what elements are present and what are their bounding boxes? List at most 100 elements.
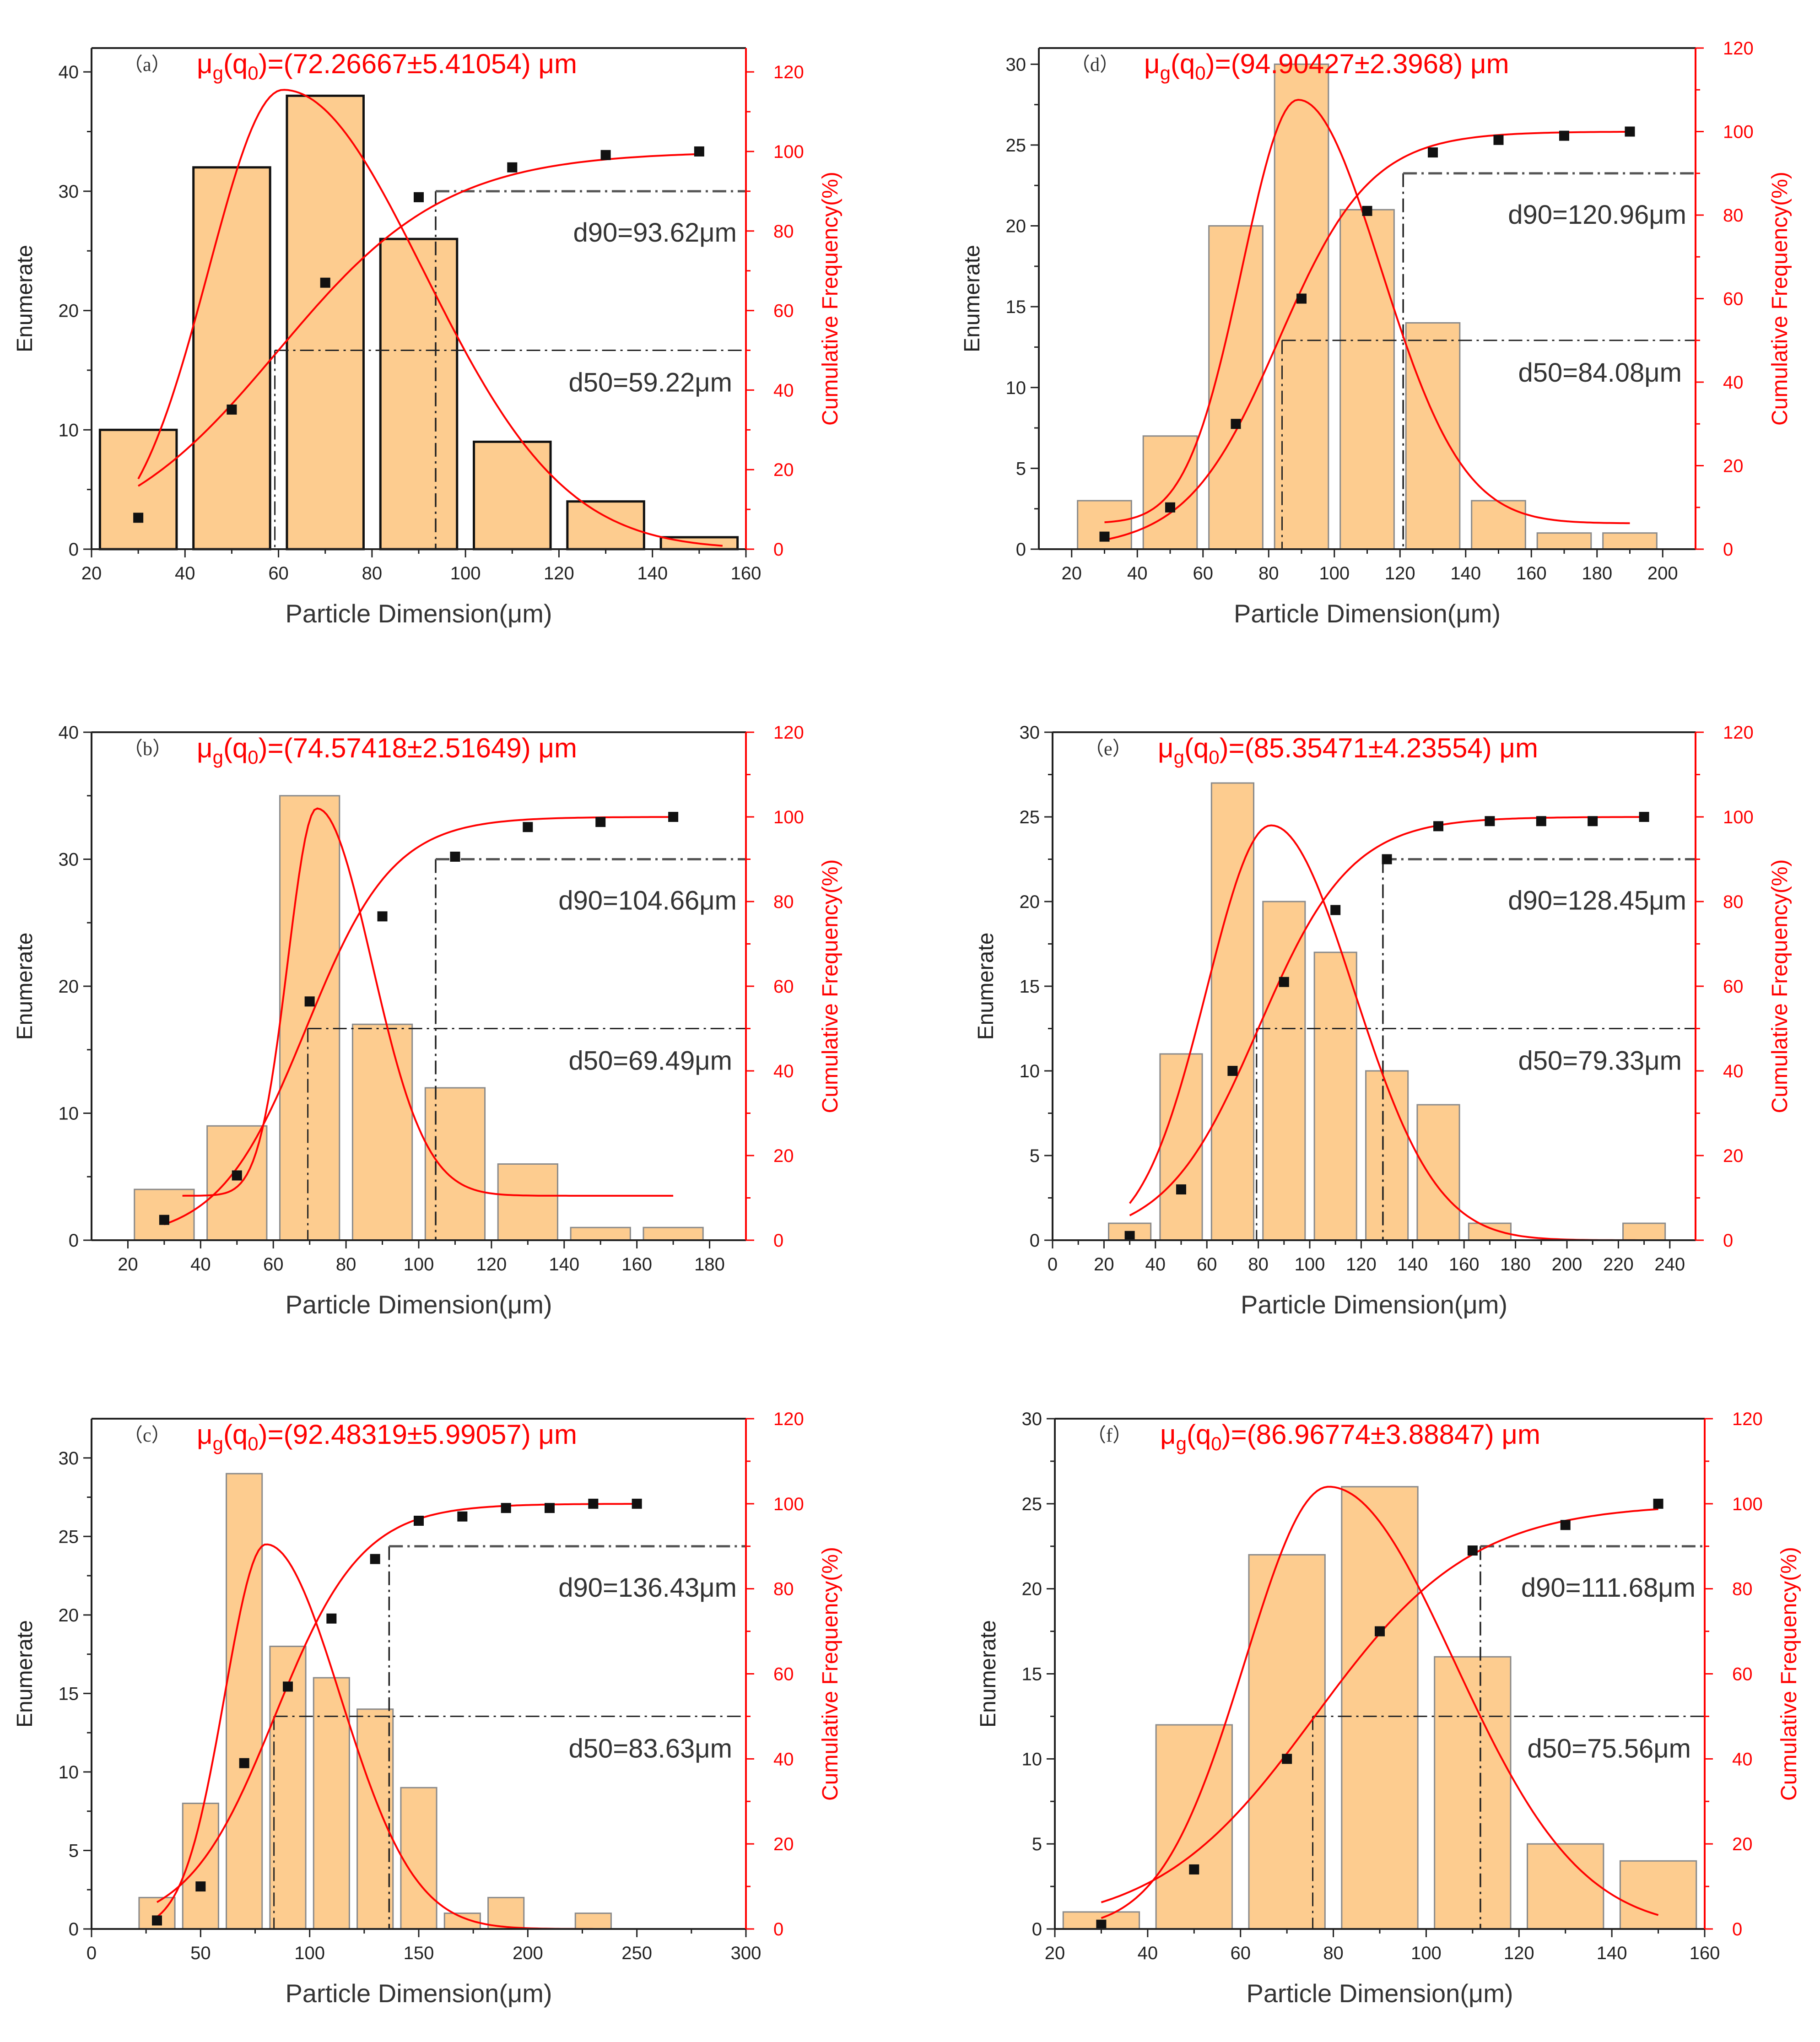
y2-tick-label: 20 — [1723, 1146, 1744, 1166]
panel-b: 20 40 60 80 100 120 140 160 180 0 10 20 30 40 0 20 40 60 8… — [13, 723, 842, 1319]
cumulative-point — [1493, 135, 1504, 145]
y-tick-label: 20 — [59, 977, 79, 997]
y-tick-label: 15 — [59, 1684, 79, 1704]
d90-label: d90=111.68μm — [1521, 1573, 1696, 1603]
x-tick-label: 200 — [1552, 1254, 1582, 1275]
y-tick-label: 30 — [1006, 54, 1026, 75]
y2-tick-label: 0 — [773, 1231, 783, 1251]
y2-tick-label: 60 — [773, 1664, 794, 1685]
cumulative-fit-curve — [1129, 816, 1644, 1216]
y-axis-title: Enumerate — [974, 933, 998, 1040]
x-axis-title: Particle Dimension(μm) — [1246, 1979, 1513, 2008]
y-axis-title: Enumerate — [13, 933, 37, 1040]
y2-tick-label: 100 — [1723, 807, 1754, 827]
histogram-bar — [313, 1677, 350, 1930]
panel-d: 20 40 60 80 100 120 140 160 180 200 0 5 10 15 20 25 30 0 2… — [960, 38, 1792, 628]
x-tick-label: 60 — [268, 563, 289, 583]
mean-size-annotation: μg(q0)=(74.57418±2.51649) μm — [197, 733, 577, 768]
y2-tick-label: 20 — [1732, 1834, 1753, 1854]
histogram-bar — [1527, 1843, 1604, 1930]
y-tick-label: 0 — [69, 1231, 79, 1251]
cumulative-point — [507, 162, 518, 173]
x-tick-label: 150 — [404, 1943, 434, 1963]
x-tick-label: 20 — [1094, 1254, 1114, 1275]
x-tick-label: 100 — [1411, 1943, 1442, 1963]
y-axis-title: Enumerate — [13, 245, 37, 352]
panel-letter: （d） — [1071, 54, 1119, 76]
histogram-bar — [1155, 1724, 1233, 1930]
panel-letter: （b） — [124, 739, 172, 760]
y-tick-label: 10 — [1020, 1061, 1040, 1081]
x-tick-label: 20 — [1062, 563, 1082, 583]
cumulative-point — [227, 404, 237, 415]
y2-tick-label: 120 — [1732, 1409, 1763, 1429]
x-tick-label: 80 — [336, 1254, 356, 1275]
cumulative-point — [668, 812, 679, 822]
y-tick-label: 30 — [59, 1448, 79, 1469]
x-tick-label: 80 — [1323, 1943, 1344, 1963]
x-tick-label: 240 — [1654, 1254, 1685, 1275]
x-tick-label: 0 — [86, 1943, 97, 1963]
x-tick-label: 20 — [118, 1254, 138, 1275]
distribution-fit-curve — [1129, 824, 1644, 1241]
cumulative-point — [283, 1681, 293, 1692]
y2-tick-label: 40 — [1723, 1061, 1744, 1081]
histogram-bar — [356, 1708, 394, 1930]
y-axis-title: Enumerate — [960, 245, 984, 352]
cumulative-point — [501, 1503, 511, 1513]
x-tick-label: 20 — [81, 563, 102, 583]
cumulative-point — [1639, 812, 1649, 822]
y2-axis-title: Cumulative Frequency(%) — [1768, 859, 1792, 1113]
cumulative-point — [377, 911, 388, 922]
y-tick-label: 40 — [59, 62, 79, 82]
cumulative-point — [1382, 854, 1392, 864]
x-axis-title: Particle Dimension(μm) — [1241, 1290, 1507, 1319]
x-tick-label: 100 — [450, 563, 481, 583]
cumulative-point — [1362, 205, 1372, 216]
x-tick-label: 100 — [404, 1254, 434, 1275]
mean-size-annotation: μg(q0)=(86.96774±3.88847) μm — [1160, 1419, 1540, 1454]
d50-label: d50=79.33μm — [1518, 1046, 1682, 1076]
x-tick-label: 120 — [1346, 1254, 1377, 1275]
x-tick-label: 120 — [1385, 563, 1415, 583]
y2-tick-label: 40 — [773, 1061, 794, 1081]
histogram-bar — [1619, 1860, 1697, 1930]
histogram-bar — [226, 1473, 263, 1930]
panel-letter: （f） — [1087, 1425, 1132, 1446]
y-tick-label: 0 — [1016, 540, 1026, 560]
x-axis-title: Particle Dimension(μm) — [1234, 599, 1501, 628]
d90-label: d90=93.62μm — [573, 218, 737, 248]
y-tick-label: 0 — [69, 1919, 79, 1939]
histogram-bar — [1274, 63, 1329, 550]
y-tick-label: 10 — [59, 1762, 79, 1783]
histogram-bar — [1405, 322, 1461, 550]
y2-tick-label: 100 — [773, 1494, 804, 1514]
y2-tick-label: 0 — [773, 1919, 783, 1939]
y2-tick-label: 120 — [773, 1409, 804, 1429]
x-tick-label: 300 — [731, 1943, 761, 1963]
cumulative-point — [414, 192, 424, 202]
y2-tick-label: 20 — [773, 1834, 794, 1854]
mean-size-annotation: μg(q0)=(85.35471±4.23554) μm — [1158, 733, 1538, 768]
cumulative-point — [1227, 1066, 1238, 1076]
cumulative-point — [1124, 1231, 1135, 1241]
x-tick-label: 40 — [1145, 1254, 1166, 1275]
cumulative-point — [595, 817, 606, 827]
distribution-fit-curve — [1104, 98, 1630, 524]
histogram-bar — [1339, 209, 1395, 550]
x-tick-label: 180 — [1582, 563, 1612, 583]
histogram-bar — [400, 1787, 437, 1930]
histogram-bar — [473, 440, 552, 551]
y-tick-label: 0 — [69, 540, 79, 560]
y-tick-label: 5 — [69, 1841, 79, 1861]
panel-letter: （a） — [124, 54, 171, 76]
x-tick-label: 140 — [637, 563, 668, 583]
cumulative-point — [152, 1915, 162, 1926]
d90-label: d90=136.43μm — [558, 1573, 737, 1603]
x-tick-label: 40 — [1138, 1943, 1158, 1963]
y-tick-label: 10 — [1006, 378, 1026, 398]
x-tick-label: 100 — [294, 1943, 325, 1963]
d50-label: d50=69.49μm — [568, 1046, 732, 1076]
y-tick-label: 15 — [1006, 297, 1026, 317]
histogram-bar — [497, 1163, 558, 1241]
